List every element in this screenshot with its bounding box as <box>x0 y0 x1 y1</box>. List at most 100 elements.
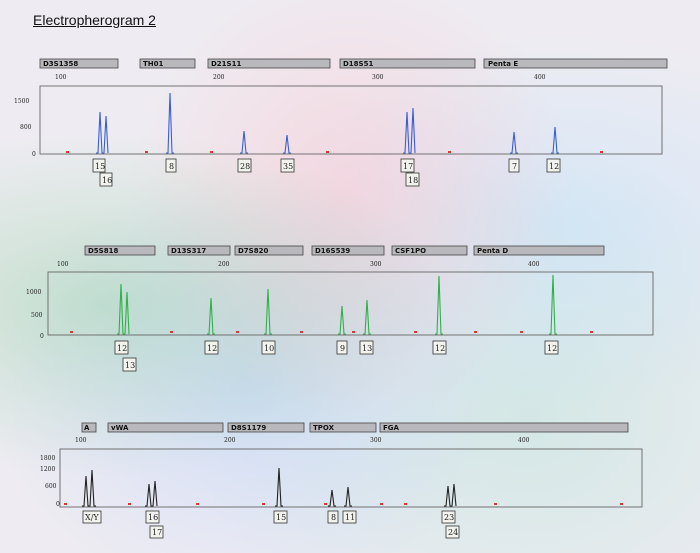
allele-label: X/Y <box>82 510 102 524</box>
svg-text:16: 16 <box>102 176 112 185</box>
svg-text:15: 15 <box>95 162 105 171</box>
allele-label: 12 <box>546 158 561 173</box>
peak <box>444 483 457 507</box>
svg-text:17: 17 <box>403 162 413 171</box>
y-tick-label: 1000 <box>26 289 41 296</box>
allele-label: 12 <box>204 340 219 355</box>
size-standard-marker <box>414 331 417 333</box>
locus-amelogenin: A <box>81 422 97 433</box>
allele-label: 24 <box>445 525 460 539</box>
scale-label: 400 <box>528 261 540 268</box>
locus-label: D7S820 <box>238 247 268 255</box>
size-standard-marker <box>66 151 69 153</box>
size-standard-marker <box>70 331 73 333</box>
size-standard-marker <box>196 503 199 505</box>
svg-text:10: 10 <box>264 344 274 353</box>
peak <box>435 275 443 335</box>
svg-text:15: 15 <box>276 513 286 522</box>
scale-label: 400 <box>518 437 530 444</box>
locus-d21s11: D21S11 <box>207 58 331 69</box>
allele-label: 15 <box>273 510 288 524</box>
allele-label: 10 <box>261 340 276 355</box>
locus-label: Penta D <box>477 247 508 255</box>
allele-label: 12 <box>114 340 129 355</box>
locus-th01: TH01 <box>139 58 196 69</box>
locus-d18s51: D18S51 <box>339 58 476 69</box>
allele-label: 8 <box>327 510 339 524</box>
allele-label: 13 <box>359 340 374 355</box>
locus-d7s820: D7S820 <box>234 245 304 256</box>
size-standard-marker <box>404 503 407 505</box>
svg-text:23: 23 <box>444 513 454 522</box>
y-tick-label: 600 <box>45 483 57 490</box>
scale-label: 100 <box>55 74 67 81</box>
size-standard-marker <box>620 503 623 505</box>
peak <box>338 305 346 335</box>
locus-label: Penta E <box>488 60 518 68</box>
panel-black: A vWA D8S1179 TPOX FGA 100 200 300 400 1… <box>40 422 643 539</box>
size-standard-marker <box>145 151 148 153</box>
y-tick-label: 1800 <box>40 455 55 462</box>
plot-frame <box>39 85 663 155</box>
peak <box>551 126 559 154</box>
size-standard-marker <box>300 331 303 333</box>
peak <box>363 299 371 335</box>
size-standard-marker <box>494 503 497 505</box>
size-standard-marker <box>448 151 451 153</box>
scale-label: 100 <box>75 437 87 444</box>
peak <box>82 469 96 507</box>
allele-label: 13 <box>122 357 137 372</box>
scale-label: 200 <box>213 74 225 81</box>
allele-label: 35 <box>280 158 295 173</box>
y-tick-label: 800 <box>20 124 32 131</box>
svg-text:12: 12 <box>547 344 557 353</box>
scale-label: 300 <box>370 437 382 444</box>
svg-text:17: 17 <box>152 528 162 537</box>
locus-csf1po: CSF1PO <box>391 245 468 256</box>
locus-label: D3S1358 <box>43 60 78 68</box>
svg-text:7: 7 <box>512 162 517 171</box>
allele-label: 17 <box>400 158 415 173</box>
locus-label: D18S51 <box>343 60 373 68</box>
allele-label: 23 <box>441 510 456 524</box>
y-tick-label: 1500 <box>14 98 29 105</box>
y-tick-label: 0 <box>40 333 44 340</box>
panel-blue: D3S1358 TH01 D21S11 D18S51 Penta E 100 2… <box>14 58 668 187</box>
peak <box>549 274 557 335</box>
svg-text:16: 16 <box>148 513 158 522</box>
svg-text:8: 8 <box>331 513 336 522</box>
peak <box>96 111 109 154</box>
plot-frame <box>59 448 643 508</box>
locus-label: D16S539 <box>315 247 350 255</box>
svg-text:12: 12 <box>549 162 559 171</box>
size-standard-marker <box>326 151 329 153</box>
locus-d13s317: D13S317 <box>167 245 231 256</box>
size-standard-marker <box>600 151 603 153</box>
svg-text:12: 12 <box>435 344 445 353</box>
allele-label: 12 <box>432 340 447 355</box>
locus-fga: FGA <box>379 422 629 433</box>
peak <box>344 486 352 507</box>
locus-label: TPOX <box>313 424 335 432</box>
allele-label: 17 <box>149 525 164 539</box>
locus-label: FGA <box>383 424 400 432</box>
scale-label: 200 <box>224 437 236 444</box>
scale-label: 100 <box>57 261 69 268</box>
peak <box>283 134 291 154</box>
locus-vwa: vWA <box>107 422 224 433</box>
allele-label: 11 <box>342 510 357 524</box>
svg-text:28: 28 <box>240 162 250 171</box>
allele-label: 15 <box>92 158 106 173</box>
peak <box>275 467 283 507</box>
peak <box>117 283 130 335</box>
plot-frame <box>47 271 654 336</box>
size-standard-marker <box>236 331 239 333</box>
svg-text:12: 12 <box>117 344 127 353</box>
page-title: Electropherogram 2 <box>33 12 156 28</box>
svg-text:24: 24 <box>448 528 458 537</box>
size-standard-marker <box>380 503 383 505</box>
allele-label: 16 <box>145 510 160 524</box>
svg-text:13: 13 <box>125 361 135 370</box>
